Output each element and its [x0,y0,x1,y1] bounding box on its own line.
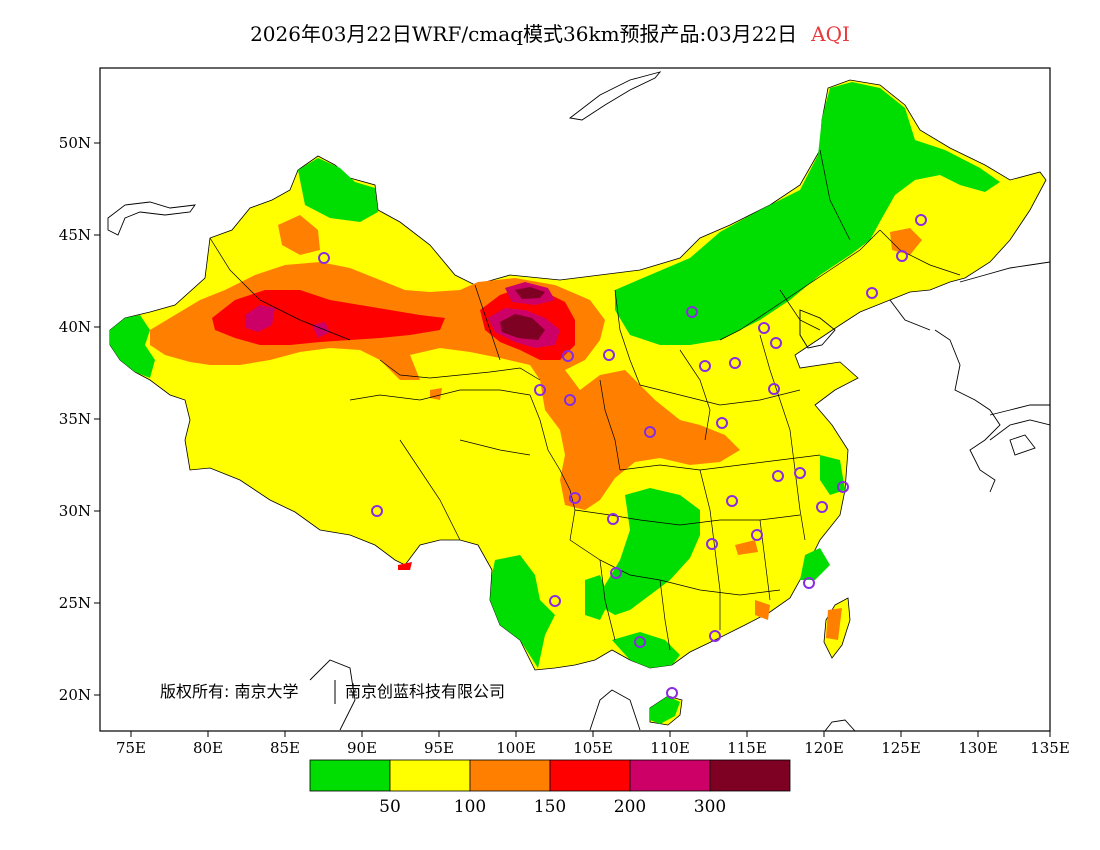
lon-label-80e: 80E [193,739,223,757]
lon-label-100e: 100E [496,739,536,757]
colorbar-swatch-3 [549,759,631,792]
lon-label-95e: 95E [424,739,454,757]
copyright-org: 南京创蓝科技有限公司 [345,682,505,701]
city-marker [716,417,728,429]
city-marker [729,357,741,369]
lon-label-130e: 130E [958,739,998,757]
colorbar-swatch-5 [709,759,791,792]
city-marker [610,567,622,579]
city-marker [371,505,383,517]
colorbar-label-200: 200 [614,797,646,817]
copyright-text: 版权所有: 南京大学 [160,682,298,701]
lon-label-115e: 115E [727,739,767,757]
lat-label-45n: 45N [59,226,91,244]
lon-label-85e: 85E [270,739,300,757]
city-marker [837,481,849,493]
lon-label-120e: 120E [804,739,844,757]
colorbar-label-150: 150 [534,797,566,817]
good-regions [110,82,1000,724]
city-marker [699,360,711,372]
title-main: 2026年03月22日WRF/cmaq模式36km预报产品:03月22日 [250,22,798,46]
city-marker [569,492,581,504]
city-marker [564,394,576,406]
colorbar: 50 100 150 200 300 [309,759,791,817]
lon-axis: 75E 80E 85E 90E 95E 100E 105E 110E 115E … [116,731,1070,757]
colorbar-swatch-1 [389,759,471,792]
lat-label-50n: 50N [59,134,91,152]
lon-label-75e: 75E [116,739,146,757]
city-marker [549,595,561,607]
hazardous-regions [500,287,545,340]
city-marker [318,252,330,264]
city-marker [803,577,815,589]
city-marker [794,467,806,479]
city-marker [666,687,678,699]
city-marker [726,495,738,507]
city-marker [706,538,718,550]
title-variable: AQI [811,22,850,46]
city-marker [644,426,656,438]
city-marker [816,501,828,513]
city-marker [634,636,646,648]
lon-label-110e: 110E [650,739,690,757]
lon-label-105e: 105E [573,739,613,757]
map-title: 2026年03月22日WRF/cmaq模式36km预报产品:03月22日 AQI [0,18,1100,47]
colorbar-label-100: 100 [454,797,486,817]
map-area [107,71,1050,731]
coastlines [107,71,1050,731]
lon-label-135e: 135E [1030,739,1070,757]
lat-label-35n: 35N [59,410,91,428]
province-boundaries [209,149,961,651]
lat-label-25n: 25N [59,594,91,612]
lon-ticks [130,731,1051,737]
city-marker [768,383,780,395]
city-marker [562,350,574,362]
colorbar-swatch-2 [469,759,551,792]
city-marker [866,287,878,299]
city-marker [758,322,770,334]
lat-ticks [94,142,100,696]
city-marker [772,470,784,482]
city-marker [770,337,782,349]
city-marker [709,630,721,642]
lat-axis: 50N 45N 40N 35N 30N 25N 20N [59,134,100,704]
lat-label-20n: 20N [59,686,91,704]
colorbar-label-50: 50 [379,797,401,817]
lon-label-90e: 90E [347,739,377,757]
city-marker [751,529,763,541]
copyright: 版权所有: 南京大学 南京创蓝科技有限公司 [160,680,505,704]
colorbar-swatch-4 [629,759,711,792]
city-marker [896,250,908,262]
city-markers [318,214,927,699]
map-frame [99,67,1051,732]
colorbar-label-300: 300 [694,797,726,817]
city-marker [603,349,615,361]
city-marker [686,306,698,318]
lon-label-125e: 125E [881,739,921,757]
city-marker [534,384,546,396]
city-marker [607,513,619,525]
lat-label-30n: 30N [59,502,91,520]
city-marker [915,214,927,226]
colorbar-swatch-0 [309,759,391,792]
lat-label-40n: 40N [59,318,91,336]
